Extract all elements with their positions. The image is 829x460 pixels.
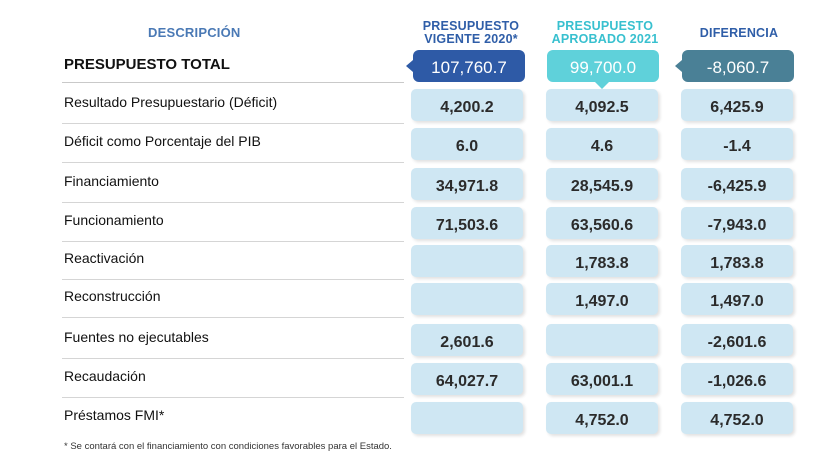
- row-divider: [62, 162, 404, 163]
- row-divider: [62, 202, 404, 203]
- table-row: Financiamiento 34,971.8 28,545.9 -6,425.9: [0, 164, 829, 203]
- cell-vigente: 64,027.7: [411, 363, 523, 395]
- header-aprobado-line2: APROBADO 2021: [551, 32, 659, 46]
- row-label: Déficit como Porcentaje del PIB: [64, 133, 261, 149]
- cell-aprobado: 1,783.8: [546, 245, 658, 277]
- header-aprobado: PRESUPUESTO APROBADO 2021: [547, 20, 663, 46]
- table-row: Funcionamiento 71,503.6 63,560.6 -7,943.0: [0, 203, 829, 242]
- row-label: Recaudación: [64, 368, 146, 384]
- cell-diferencia: -7,943.0: [681, 207, 793, 239]
- row-divider: [62, 397, 404, 398]
- cell-diferencia: -1.4: [681, 128, 793, 160]
- table-row: Déficit como Porcentaje del PIB 6.0 4.6 -1.…: [0, 124, 829, 163]
- total-divider: [62, 82, 404, 83]
- cell-diferencia: 6,425.9: [681, 89, 793, 121]
- header-descripcion: DESCRIPCIÓN: [148, 25, 241, 40]
- total-label: PRESUPUESTO TOTAL: [64, 56, 230, 73]
- table-row: Resultado Presupuestario (Déficit) 4,200.…: [0, 85, 829, 124]
- cell-aprobado: 4.6: [546, 128, 658, 160]
- row-label: Reconstrucción: [64, 288, 161, 304]
- cell-diferencia: 1,497.0: [681, 283, 793, 315]
- header-diferencia: DIFERENCIA: [699, 26, 779, 40]
- table-row: Recaudación 64,027.7 63,001.1 -1,026.6: [0, 359, 829, 398]
- row-label: Préstamos FMI*: [64, 407, 165, 423]
- row-divider: [62, 123, 404, 124]
- cell-diferencia: -2,601.6: [681, 324, 793, 356]
- row-label: Resultado Presupuestario (Déficit): [64, 94, 278, 110]
- table-row: Préstamos FMI* 4,752.0 4,752.0: [0, 398, 829, 437]
- cell-diferencia: 1,783.8: [681, 245, 793, 277]
- cell-aprobado: 28,545.9: [546, 168, 658, 200]
- header-vigente: PRESUPUESTO VIGENTE 2020*: [413, 20, 529, 46]
- cell-vigente: [411, 283, 523, 315]
- cell-vigente: [411, 245, 523, 277]
- total-diferencia: -8,060.7: [675, 50, 794, 82]
- cell-diferencia: -6,425.9: [681, 168, 793, 200]
- cell-aprobado: 4,752.0: [546, 402, 658, 434]
- header-vigente-line1: PRESUPUESTO: [422, 19, 520, 33]
- row-label: Financiamiento: [64, 173, 159, 189]
- row-divider: [62, 279, 404, 280]
- cell-aprobado: 63,001.1: [546, 363, 658, 395]
- total-vigente: 107,760.7: [406, 50, 525, 82]
- cell-aprobado: [546, 324, 658, 356]
- cell-aprobado: 4,092.5: [546, 89, 658, 121]
- cell-diferencia: -1,026.6: [681, 363, 793, 395]
- cell-vigente: 6.0: [411, 128, 523, 160]
- header-aprobado-line1: PRESUPUESTO: [556, 19, 654, 33]
- cell-diferencia: 4,752.0: [681, 402, 793, 434]
- table-row: Fuentes no ejecutables 2,601.6 -2,601.6: [0, 320, 829, 359]
- total-aprobado: 99,700.0: [547, 50, 659, 89]
- cell-vigente: 2,601.6: [411, 324, 523, 356]
- row-label: Reactivación: [64, 250, 145, 266]
- cell-aprobado: 63,560.6: [546, 207, 658, 239]
- row-divider: [62, 358, 404, 359]
- header-vigente-line2: VIGENTE 2020*: [424, 32, 518, 46]
- cell-vigente: 34,971.8: [411, 168, 523, 200]
- cell-vigente: [411, 402, 523, 434]
- table-row: Reactivación 1,783.8 1,783.8: [0, 241, 829, 280]
- row-label: Fuentes no ejecutables: [64, 329, 209, 345]
- cell-vigente: 71,503.6: [411, 207, 523, 239]
- footnote: * Se contará con el financiamiento con c…: [64, 441, 392, 452]
- row-label: Funcionamiento: [64, 212, 164, 228]
- row-divider: [62, 317, 404, 318]
- cell-vigente: 4,200.2: [411, 89, 523, 121]
- table-row: Reconstrucción 1,497.0 1,497.0: [0, 279, 829, 318]
- row-divider: [62, 241, 404, 242]
- cell-aprobado: 1,497.0: [546, 283, 658, 315]
